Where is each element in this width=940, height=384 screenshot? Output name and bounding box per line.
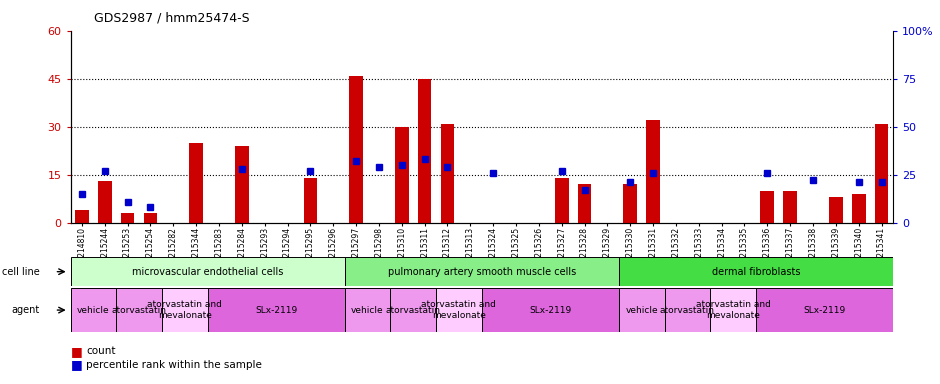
- Text: SLx-2119: SLx-2119: [255, 306, 297, 314]
- Text: vehicle: vehicle: [77, 306, 110, 314]
- Bar: [436, 288, 481, 332]
- Text: pulmonary artery smooth muscle cells: pulmonary artery smooth muscle cells: [387, 266, 576, 277]
- Text: SLx-2119: SLx-2119: [529, 306, 572, 314]
- Bar: [144, 213, 157, 223]
- Bar: [875, 124, 888, 223]
- Text: ■: ■: [70, 358, 83, 371]
- Text: SLx-2119: SLx-2119: [804, 306, 846, 314]
- Bar: [120, 213, 134, 223]
- Bar: [665, 288, 711, 332]
- Text: vehicle: vehicle: [352, 306, 384, 314]
- Text: agent: agent: [11, 305, 39, 315]
- Bar: [711, 288, 756, 332]
- Bar: [481, 288, 619, 332]
- Bar: [235, 146, 249, 223]
- Bar: [417, 79, 431, 223]
- Text: dermal fibroblasts: dermal fibroblasts: [712, 266, 800, 277]
- Text: microvascular endothelial cells: microvascular endothelial cells: [132, 266, 283, 277]
- Bar: [578, 184, 591, 223]
- Bar: [350, 76, 363, 223]
- Bar: [395, 127, 409, 223]
- Text: atorvastatin and
mevalonate: atorvastatin and mevalonate: [148, 300, 222, 320]
- Text: percentile rank within the sample: percentile rank within the sample: [86, 360, 262, 370]
- Text: atorvastatin: atorvastatin: [112, 306, 166, 314]
- Text: GDS2987 / hmm25474-S: GDS2987 / hmm25474-S: [94, 12, 250, 25]
- Bar: [852, 194, 866, 223]
- Bar: [783, 191, 797, 223]
- Bar: [75, 210, 88, 223]
- Bar: [555, 178, 569, 223]
- Bar: [619, 288, 665, 332]
- Bar: [98, 181, 112, 223]
- Text: count: count: [86, 346, 116, 356]
- Text: atorvastatin: atorvastatin: [660, 306, 715, 314]
- Text: cell line: cell line: [2, 266, 39, 277]
- Text: atorvastatin and
mevalonate: atorvastatin and mevalonate: [421, 300, 496, 320]
- Bar: [756, 288, 893, 332]
- Bar: [623, 184, 637, 223]
- Bar: [345, 257, 619, 286]
- Bar: [70, 257, 345, 286]
- Bar: [304, 178, 317, 223]
- Bar: [345, 288, 390, 332]
- Bar: [208, 288, 345, 332]
- Bar: [760, 191, 775, 223]
- Bar: [70, 288, 117, 332]
- Bar: [829, 197, 843, 223]
- Bar: [619, 257, 893, 286]
- Bar: [441, 124, 454, 223]
- Bar: [117, 288, 162, 332]
- Bar: [162, 288, 208, 332]
- Bar: [189, 143, 203, 223]
- Bar: [390, 288, 436, 332]
- Text: vehicle: vehicle: [625, 306, 658, 314]
- Text: atorvastatin and
mevalonate: atorvastatin and mevalonate: [696, 300, 771, 320]
- Text: atorvastatin: atorvastatin: [385, 306, 441, 314]
- Text: ■: ■: [70, 345, 83, 358]
- Bar: [646, 120, 660, 223]
